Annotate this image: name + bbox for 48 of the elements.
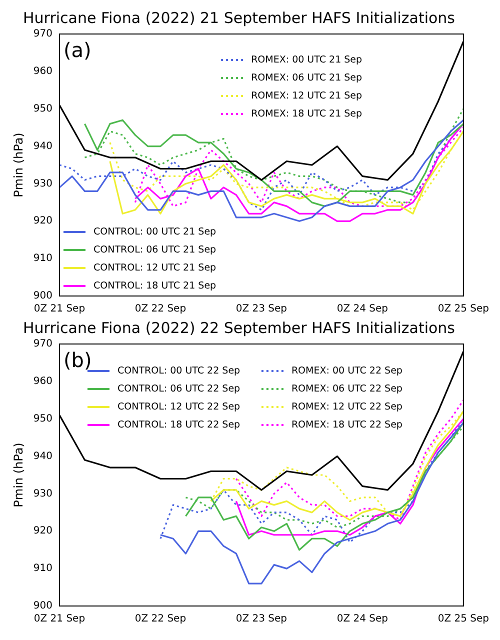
- legend-label: CONTROL: 00 UTC 21 Sep: [93, 226, 216, 238]
- legend-label: CONTROL: 00 UTC 22 Sep: [117, 365, 240, 376]
- x-tick-label: 0Z 21 Sep: [34, 614, 86, 625]
- legend-label: CONTROL: 18 UTC 21 Sep: [93, 280, 216, 292]
- legend-label: ROMEX: 18 UTC 21 Sep: [251, 108, 362, 120]
- y-tick-label: 970: [33, 338, 52, 350]
- chart-title: Hurricane Fiona (2022) 21 September HAFS Initializations: [23, 8, 456, 27]
- y-tick-label: 940: [33, 450, 52, 462]
- legend-label: ROMEX: 12 UTC 21 Sep: [251, 90, 362, 102]
- y-tick-label: 900: [33, 290, 52, 302]
- y-tick-label: 940: [33, 140, 52, 152]
- x-tick-label: 0Z 25 Sep: [438, 614, 490, 625]
- legend-label: CONTROL: 06 UTC 22 Sep: [117, 383, 240, 394]
- legend-label: ROMEX: 12 UTC 22 Sep: [291, 401, 402, 412]
- y-axis-title: Pmin (hPa): [11, 442, 26, 508]
- x-tick-label: 0Z 23 Sep: [236, 304, 288, 315]
- y-tick-label: 910: [33, 563, 52, 574]
- legend-label: ROMEX: 06 UTC 21 Sep: [251, 72, 362, 84]
- x-tick-label: 0Z 24 Sep: [336, 614, 388, 625]
- y-tick-label: 950: [33, 413, 52, 424]
- y-tick-label: 960: [33, 376, 52, 388]
- legend-label: ROMEX: 06 UTC 22 Sep: [291, 383, 402, 394]
- legend-label: ROMEX: 00 UTC 21 Sep: [251, 54, 362, 66]
- x-tick-label: 0Z 22 Sep: [134, 304, 186, 315]
- chart-title: Hurricane Fiona (2022) 22 September HAFS Initializations: [23, 318, 456, 337]
- y-tick-label: 970: [33, 28, 52, 40]
- x-tick-label: 0Z 23 Sep: [236, 614, 288, 625]
- annotation: (b): [63, 348, 92, 372]
- legend-label: CONTROL: 06 UTC 21 Sep: [93, 244, 216, 256]
- legend-label: CONTROL: 12 UTC 21 Sep: [93, 262, 216, 274]
- y-tick-label: 920: [33, 526, 52, 537]
- y-tick-label: 930: [33, 488, 52, 500]
- y-tick-label: 960: [33, 66, 52, 78]
- y-tick-label: 950: [33, 103, 52, 114]
- y-tick-label: 900: [33, 600, 52, 612]
- legend-label: ROMEX: 00 UTC 22 Sep: [291, 365, 402, 376]
- y-tick-label: 920: [33, 216, 52, 227]
- y-tick-label: 930: [33, 178, 52, 190]
- legend-label: CONTROL: 18 UTC 22 Sep: [117, 419, 240, 430]
- x-tick-label: 0Z 22 Sep: [134, 614, 186, 625]
- legend-label: ROMEX: 18 UTC 22 Sep: [291, 419, 402, 430]
- y-axis-title: Pmin (hPa): [11, 132, 26, 198]
- x-tick-label: 0Z 24 Sep: [336, 304, 388, 315]
- x-tick-label: 0Z 21 Sep: [34, 304, 86, 315]
- annotation: (a): [63, 38, 92, 62]
- legend-label: CONTROL: 12 UTC 22 Sep: [117, 401, 240, 412]
- x-tick-label: 0Z 25 Sep: [438, 304, 490, 315]
- y-tick-label: 910: [33, 253, 52, 264]
